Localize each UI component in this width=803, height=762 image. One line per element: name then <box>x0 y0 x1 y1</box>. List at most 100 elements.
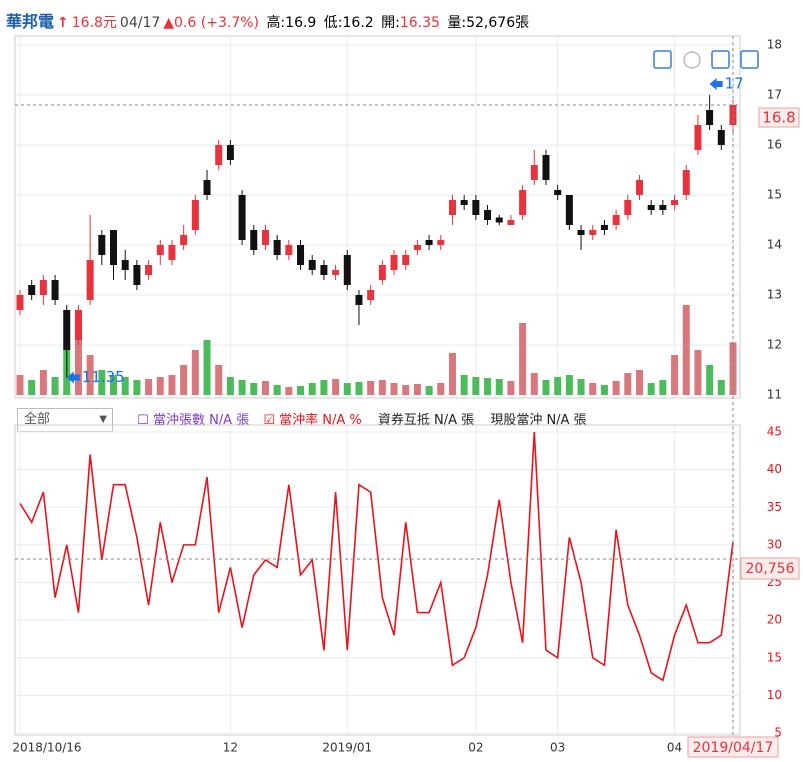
candle-body <box>238 195 246 240</box>
candle-body <box>308 260 316 270</box>
candle-body <box>694 125 702 150</box>
volume-bar <box>484 378 492 395</box>
volume-bar <box>554 377 562 395</box>
volume: 52,676張 <box>466 15 530 31</box>
candle-body <box>425 240 433 245</box>
toggle-label[interactable]: 現股當沖 N/A 張 <box>490 412 587 428</box>
toggle[interactable]: ☐ 當沖張數 N/A 張 <box>137 412 250 428</box>
candle-body <box>612 215 620 225</box>
volume-bar <box>203 340 211 395</box>
candle-body <box>98 235 106 255</box>
volume-bar <box>460 375 468 395</box>
candle-body <box>86 260 94 300</box>
open: 16.35 <box>399 15 440 31</box>
volume-bar <box>98 370 106 395</box>
volume-bar <box>180 365 188 395</box>
volume-bar <box>28 380 36 395</box>
candle-body <box>367 290 375 300</box>
volume-bar <box>448 353 456 395</box>
candle-body <box>519 190 527 215</box>
high-arrow <box>709 78 723 90</box>
candle-body <box>28 285 36 295</box>
change: ▲0.6 (+3.7%) <box>163 15 259 31</box>
y-tick-label: 11 <box>767 388 782 402</box>
y-tick-label: 40 <box>767 462 782 476</box>
volume-bar <box>577 379 585 395</box>
y-tick-label: 30 <box>767 537 782 551</box>
candle-body <box>226 145 234 160</box>
range-select[interactable]: 全部 ▼ <box>17 408 113 432</box>
volume-bar <box>565 375 573 395</box>
volume-bar <box>273 385 281 395</box>
toggle-label[interactable]: 資券互抵 N/A 張 <box>377 412 475 428</box>
candle-body <box>297 245 305 265</box>
x-tick-label: 02 <box>468 741 483 755</box>
toggle[interactable]: ☑ 當沖率 N/A % <box>263 412 362 428</box>
candle-body <box>133 265 141 285</box>
volume-bar <box>308 383 316 395</box>
volume-bar <box>355 382 363 395</box>
volume-bar <box>63 350 71 395</box>
candle-body <box>542 155 550 180</box>
candle-body <box>16 295 24 310</box>
volume-bar <box>320 380 328 395</box>
volume-bar <box>261 381 269 395</box>
candle-body <box>647 205 655 210</box>
candle-body <box>191 200 199 230</box>
volume-label: 量: <box>447 15 467 31</box>
y-tick-label: 13 <box>767 288 782 302</box>
high-marker: 17 <box>725 75 744 93</box>
volume-bar <box>612 381 620 395</box>
low-arrow <box>66 371 80 384</box>
low-marker: 11.35 <box>82 368 125 386</box>
volume-bar <box>226 377 234 395</box>
candle-body <box>624 200 632 215</box>
y-tick-label: 5 <box>774 726 782 740</box>
volume-bar <box>86 355 94 395</box>
volume-bar <box>390 383 398 395</box>
volume-bar <box>507 381 515 395</box>
candle-body <box>448 200 456 215</box>
x-tick-label: 2019/04/17 <box>693 740 774 756</box>
candle-body <box>343 255 351 285</box>
x-tick-label: 12 <box>223 741 238 755</box>
candle-body <box>507 220 515 225</box>
candle-body <box>472 200 480 215</box>
y-tick-label: 14 <box>767 238 782 252</box>
trend-arrow: ↑ <box>57 15 69 31</box>
volume-bar <box>682 305 690 395</box>
volume-bar <box>706 365 714 395</box>
volume-bar <box>495 379 503 395</box>
range-value: 全部 <box>24 412 51 427</box>
candle-body <box>320 265 328 275</box>
volume-bar <box>472 377 480 395</box>
volume-bar <box>191 350 199 395</box>
ratio-frame <box>14 424 741 736</box>
volume-bar <box>671 355 679 395</box>
volume-bar <box>519 323 527 395</box>
candle-body <box>413 245 421 250</box>
toggle-label: 當沖率 N/A % <box>279 412 362 428</box>
y-tick-label: 18 <box>767 38 782 52</box>
candle-body <box>460 200 468 205</box>
candle-body <box>402 255 410 265</box>
price: 16.8元 <box>71 15 117 31</box>
candle-body <box>203 180 211 195</box>
y-tick-label: 16 <box>767 138 782 152</box>
candle-body <box>589 230 597 235</box>
candle-body <box>273 240 281 255</box>
price-tag-label: 16.8 <box>762 109 795 127</box>
volume-bar <box>121 377 129 395</box>
volume-bar <box>530 373 538 395</box>
volume-bar <box>74 315 82 395</box>
volume-bar <box>437 383 445 395</box>
x-tick-label: 03 <box>550 741 565 755</box>
tool-icons <box>653 50 759 69</box>
volume-bar <box>343 383 351 395</box>
candle-body <box>437 240 445 245</box>
volume-bar <box>168 375 176 395</box>
candle-body <box>215 145 223 165</box>
volume-bar <box>133 380 141 395</box>
candle-body <box>156 245 164 255</box>
low: 16.2 <box>342 15 374 31</box>
